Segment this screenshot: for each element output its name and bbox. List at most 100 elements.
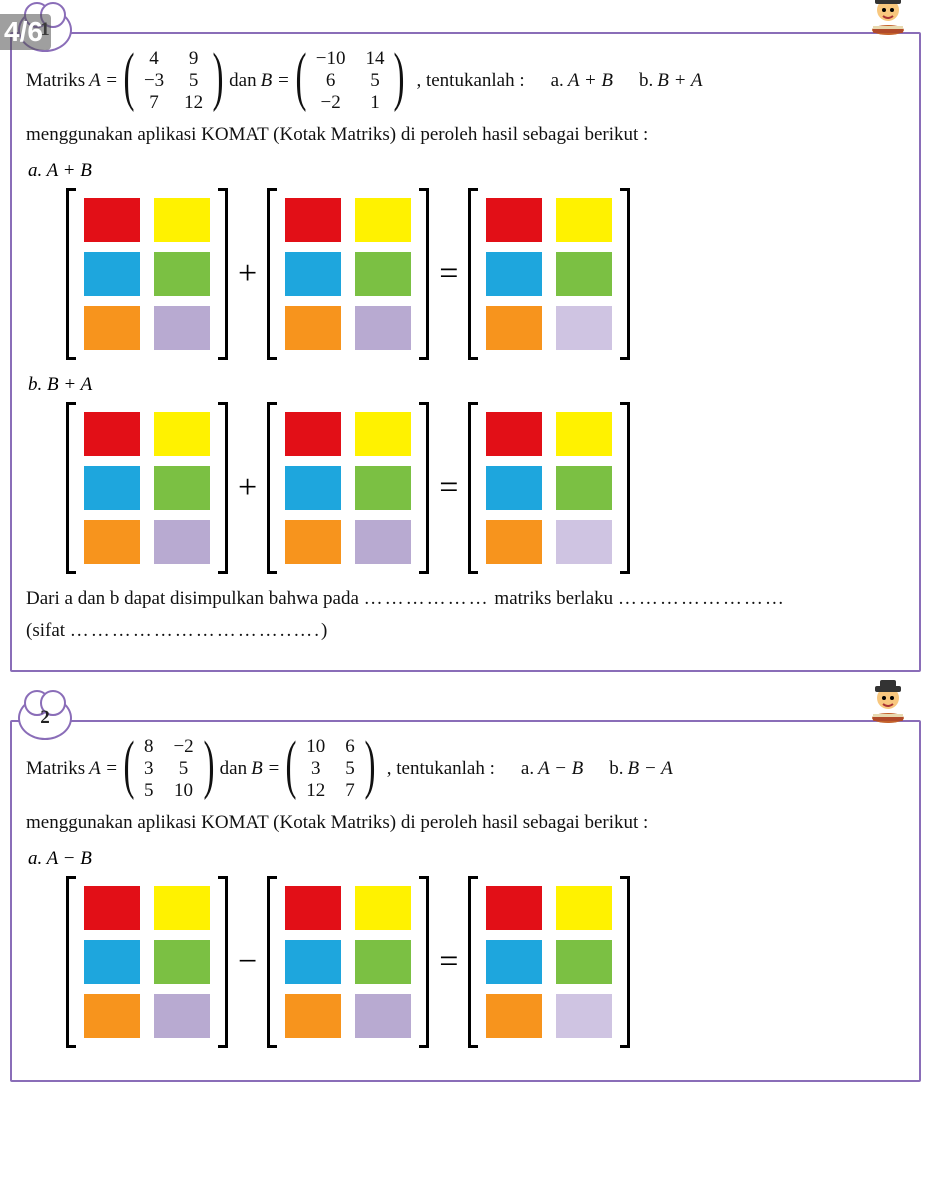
bracket-left	[267, 188, 277, 360]
q1-eq-b: +=	[66, 402, 905, 574]
cell: −2	[306, 92, 356, 114]
question-2-box: 2 Matriks A = ( 8−2 35 510 ) dan	[10, 720, 921, 1082]
bracket-left	[468, 402, 478, 574]
color-cells	[478, 876, 620, 1048]
color-cell	[355, 306, 411, 350]
cell: 5	[134, 780, 164, 802]
color-cell	[84, 886, 140, 930]
color-cell	[355, 466, 411, 510]
color-cell	[556, 940, 612, 984]
color-cell	[84, 994, 140, 1038]
q1-dots1: ………………	[364, 588, 490, 609]
color-cell	[355, 886, 411, 930]
operator: =	[435, 255, 462, 293]
color-cell	[486, 940, 542, 984]
bracket-left	[66, 188, 76, 360]
color-cell	[285, 198, 341, 242]
color-cell	[285, 994, 341, 1038]
color-matrix	[468, 876, 630, 1048]
color-cells	[76, 188, 218, 360]
cell: 14	[355, 48, 394, 70]
bracket-left	[267, 402, 277, 574]
q1-B-table: −1014 65 −21	[306, 48, 395, 114]
color-cells	[478, 402, 620, 574]
q2-B-table: 106 35 127	[296, 736, 365, 802]
color-cell	[154, 520, 210, 564]
paren-right: )	[213, 48, 224, 114]
q1-conc-a: Dari a dan b dapat disimpulkan bahwa pad…	[26, 588, 364, 609]
color-cell	[486, 994, 542, 1038]
cell: −2	[163, 736, 203, 758]
color-cell	[154, 466, 210, 510]
color-matrix	[468, 188, 630, 360]
color-cell	[355, 994, 411, 1038]
cell: −3	[134, 70, 174, 92]
q1-A-table: 49 −35 712	[134, 48, 213, 114]
color-cell	[285, 940, 341, 984]
cell: 5	[355, 70, 394, 92]
q1-opt-b-label: b.	[639, 70, 653, 92]
color-matrix	[468, 402, 630, 574]
cell: 7	[134, 92, 174, 114]
color-cell	[486, 306, 542, 350]
q1-sifat-a: (sifat	[26, 620, 70, 641]
q2-opt-b-expr: B − A	[628, 758, 673, 780]
q2-given-line: Matriks A = ( 8−2 35 510 ) dan B = ( 106…	[26, 736, 905, 802]
q1-matrix-A: ( 49 −35 712 )	[124, 48, 223, 114]
color-cell	[556, 252, 612, 296]
bracket-right	[419, 402, 429, 574]
bracket-right	[419, 188, 429, 360]
cell: 10	[163, 780, 203, 802]
q1-dots2: ……………………	[618, 588, 786, 609]
color-cell	[556, 994, 612, 1038]
cell: 3	[134, 758, 164, 780]
page: 4/6 1 Matriks A = ( 49 −35 712 )	[0, 0, 931, 1122]
paren-left: (	[123, 736, 134, 802]
bracket-right	[620, 188, 630, 360]
bracket-right	[620, 876, 630, 1048]
color-cells	[277, 876, 419, 1048]
bracket-right	[620, 402, 630, 574]
color-cell	[285, 306, 341, 350]
q1-eq-a: +=	[66, 188, 905, 360]
q2-eq-a: −=	[66, 876, 905, 1048]
color-cell	[556, 412, 612, 456]
color-cell	[486, 252, 542, 296]
cell: 12	[174, 92, 213, 114]
cell: 7	[335, 780, 365, 802]
color-cells	[76, 876, 218, 1048]
bracket-right	[419, 876, 429, 1048]
operator: −	[234, 943, 261, 981]
color-cell	[486, 520, 542, 564]
color-cell	[84, 520, 140, 564]
color-cell	[355, 252, 411, 296]
q2-A-label: A =	[89, 758, 118, 780]
q1-opt-b-expr: B + A	[657, 70, 702, 92]
color-cell	[154, 306, 210, 350]
q1-given-line: Matriks A = ( 49 −35 712 ) dan B = ( −10…	[26, 48, 905, 114]
q1-dan: dan	[229, 70, 256, 92]
color-cell	[556, 520, 612, 564]
bracket-left	[468, 188, 478, 360]
q2-opt-b-label: b.	[609, 758, 623, 780]
bracket-left	[468, 876, 478, 1048]
color-cell	[285, 412, 341, 456]
cell: 8	[134, 736, 164, 758]
color-cell	[556, 886, 612, 930]
q1-matrix-B: ( −1014 65 −21 )	[296, 48, 405, 114]
q1-conclusion: Dari a dan b dapat disimpulkan bahwa pad…	[26, 588, 905, 610]
color-matrix	[267, 188, 429, 360]
color-cell	[84, 466, 140, 510]
color-matrix	[66, 188, 228, 360]
q1-opt-a-label: a.	[551, 70, 564, 92]
cell: 12	[296, 780, 335, 802]
operator: +	[234, 469, 261, 507]
color-cell	[355, 520, 411, 564]
q2-opt-a-label: a.	[521, 758, 534, 780]
q1-sifat-dots: …………………………..….	[70, 620, 321, 641]
q2-A-table: 8−2 35 510	[134, 736, 204, 802]
color-cell	[84, 306, 140, 350]
q1-A-label: A =	[89, 70, 118, 92]
color-matrix	[267, 402, 429, 574]
cell: 5	[335, 758, 365, 780]
